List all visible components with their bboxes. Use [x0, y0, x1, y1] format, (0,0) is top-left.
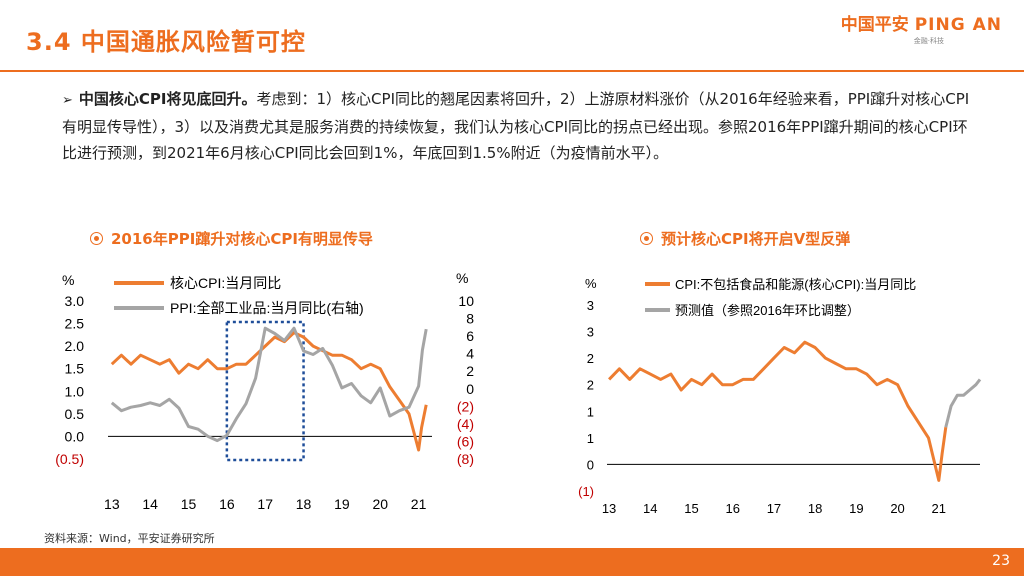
right-chart-title: 预计核心CPI将开启V型反弹 — [640, 228, 850, 249]
legend-label: CPI:不包括食品和能源(核心CPI):当月同比 — [675, 277, 916, 292]
y-right-tick-label: (2) — [457, 398, 474, 414]
x-tick-label: 18 — [296, 496, 312, 512]
bullet-lead: 中国核心CPI将见底回升。 — [78, 90, 257, 108]
left-line-chart: 3.02.52.01.51.00.50.0(0.5)1086420(2)(4)(… — [55, 270, 474, 512]
y-right-tick-label: (4) — [457, 416, 474, 432]
y-tick-label: 3 — [587, 325, 594, 340]
x-tick-label: 19 — [334, 496, 350, 512]
y-tick-label: 0 — [587, 457, 594, 472]
y-right-tick-label: 4 — [466, 346, 474, 362]
x-tick-label: 13 — [104, 496, 120, 512]
y-right-tick-label: 2 — [466, 363, 474, 379]
y-left-tick-label: 0.5 — [65, 406, 85, 422]
y-axis-unit: % — [585, 276, 597, 291]
title-divider — [0, 70, 1024, 72]
x-tick-label: 20 — [372, 496, 388, 512]
secondary-series-line — [944, 378, 982, 428]
y-tick-label: 1 — [587, 404, 594, 419]
left-chart-title-text: 2016年PPI蹿升对核心CPI有明显传导 — [111, 230, 373, 248]
y-left-tick-label: 2.0 — [65, 338, 85, 354]
page-title: 3.4 中国通胀风险暂可控 — [26, 28, 306, 56]
primary-series-line — [608, 340, 948, 482]
primary-series-line — [110, 331, 428, 452]
company-logo: 中国平安 PING AN 金融·科技 — [841, 10, 1002, 46]
y-left-tick-label: 1.5 — [65, 361, 85, 377]
y-tick-label: 2 — [587, 351, 594, 366]
y-left-tick-label: 0.0 — [65, 428, 85, 444]
y-right-axis-unit: % — [456, 270, 468, 286]
logo-tagline: 金融·科技 — [913, 37, 944, 45]
radio-bullet-icon — [640, 232, 653, 245]
x-tick-label: 18 — [808, 501, 822, 516]
arrow-bullet-icon: ➢ — [62, 93, 73, 108]
right-chart-title-text: 预计核心CPI将开启V型反弹 — [661, 230, 851, 248]
y-left-tick-label: 2.5 — [65, 316, 85, 332]
y-right-tick-label: 6 — [466, 328, 474, 344]
logo-text-cn: 中国平安 — [840, 15, 909, 35]
x-tick-label: 17 — [257, 496, 273, 512]
secondary-series-line — [110, 326, 428, 443]
x-tick-label: 16 — [219, 496, 235, 512]
y-right-tick-label: 10 — [458, 293, 474, 309]
y-tick-label: 3 — [587, 298, 594, 313]
left-chart-title: 2016年PPI蹿升对核心CPI有明显传导 — [90, 228, 373, 249]
y-right-tick-label: (8) — [457, 451, 474, 467]
y-right-tick-label: 0 — [466, 381, 474, 397]
y-tick-label: (1) — [578, 484, 594, 499]
y-left-tick-label: 3.0 — [65, 293, 85, 309]
y-left-tick-label: 1.0 — [65, 383, 85, 399]
x-tick-label: 14 — [142, 496, 158, 512]
y-right-tick-label: (6) — [457, 433, 474, 449]
x-tick-label: 20 — [890, 501, 904, 516]
bullet-paragraph: ➢ 中国核心CPI将见底回升。考虑到：1）核心CPI同比的翘尾因素将回升，2）上游… — [62, 86, 982, 166]
x-tick-label: 15 — [181, 496, 197, 512]
x-tick-label: 21 — [411, 496, 427, 512]
y-tick-label: 1 — [587, 431, 594, 446]
x-tick-label: 16 — [725, 501, 739, 516]
legend-label: 预测值（参照2016年环比调整） — [675, 303, 860, 318]
legend-label: 核心CPI:当月同比 — [170, 275, 281, 291]
x-tick-label: 21 — [932, 501, 946, 516]
bullet-body: 考虑到：1）核心CPI同比的翘尾因素将回升，2）上游原材料涨价（从2016年经验… — [62, 90, 970, 162]
source-note: 资料来源：Wind，平安证券研究所 — [44, 532, 215, 545]
radio-bullet-icon — [90, 232, 103, 245]
y-tick-label: 2 — [587, 378, 594, 393]
legend-label: PPI:全部工业品:当月同比(右轴) — [170, 300, 364, 316]
x-tick-label: 15 — [684, 501, 698, 516]
y-left-tick-label: (0.5) — [55, 451, 84, 467]
x-tick-label: 19 — [849, 501, 863, 516]
logo-text-en: PING AN — [914, 15, 1002, 35]
x-tick-label: 14 — [643, 501, 657, 516]
y-right-tick-label: 8 — [466, 311, 474, 327]
page-number: 23 — [992, 553, 1010, 569]
x-tick-label: 17 — [767, 501, 781, 516]
highlight-box — [225, 320, 305, 462]
x-tick-label: 13 — [602, 501, 616, 516]
y-left-axis-unit: % — [62, 272, 74, 288]
footer-bar — [0, 548, 1024, 576]
